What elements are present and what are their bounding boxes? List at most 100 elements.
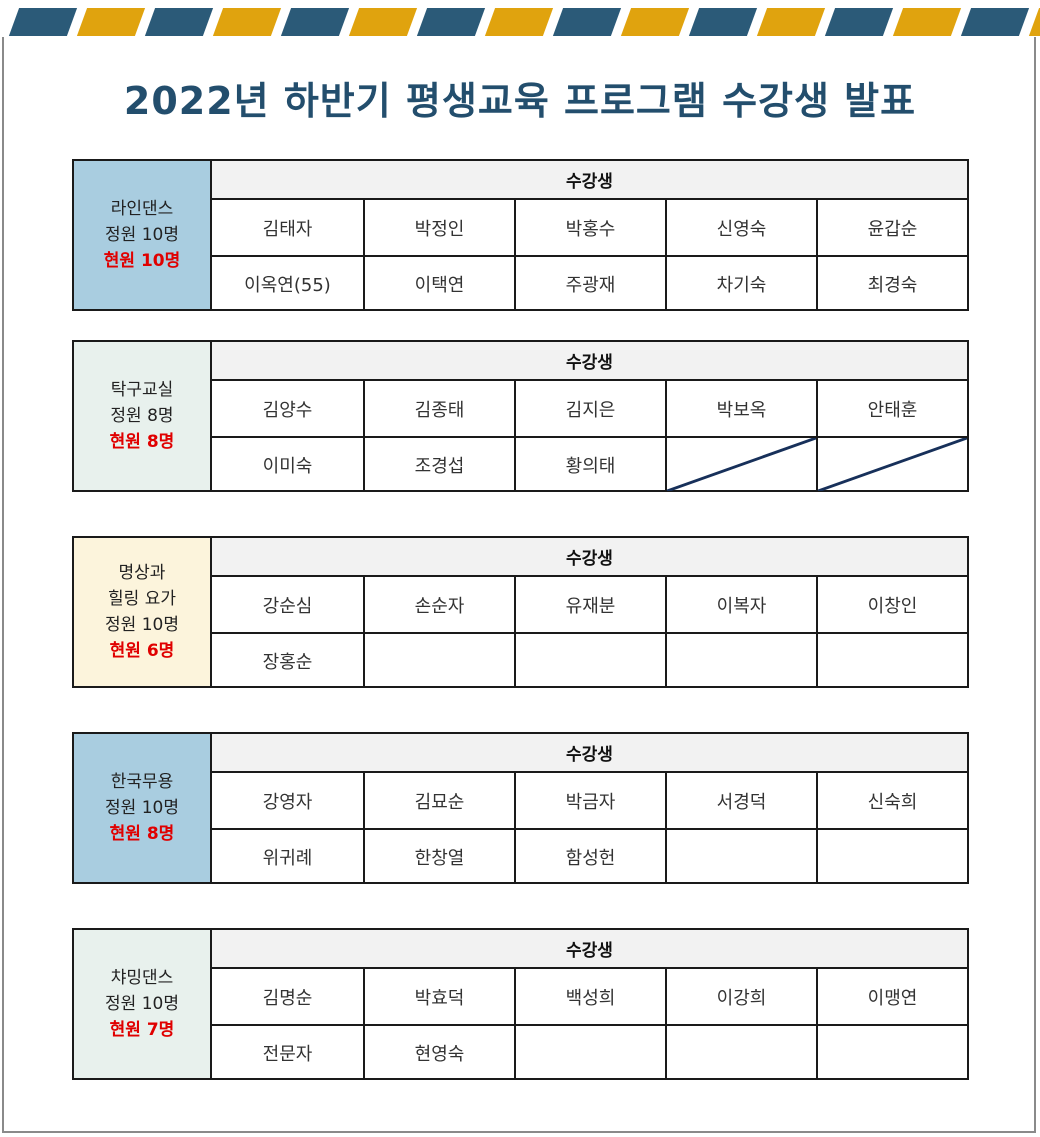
student-name-cell: 서경덕 [665,773,816,828]
program-capacity: 정원 10명 [105,225,179,245]
student-name-cell: 김태자 [262,218,313,240]
stripe-segment [960,8,1030,36]
student-name-cell: 안태훈 [816,381,967,436]
empty-cell [665,632,816,687]
student-name-cell: 강순심 [262,595,313,617]
student-name-cell: 이택연 [363,255,514,310]
empty-cell [514,632,665,687]
diagonal-slash-mark [818,438,967,491]
stripe-segment [756,8,826,36]
student-name-cell: 이미숙 [212,436,363,491]
student-name-cell: 박정인 [363,200,514,255]
empty-cell [514,1024,665,1079]
stripe-segment [892,8,962,36]
student-name-cell: 장홍순 [212,632,363,687]
program-capacity: 정원 10명 [105,994,179,1014]
decorative-stripe-banner [0,0,1040,37]
student-name-cell: 함성헌 [514,828,665,883]
students-header: 수강생 [212,734,967,773]
student-name-cell: 위귀례 [212,828,363,883]
program-current-count: 현원 8명 [109,824,175,844]
program-capacity: 정원 10명 [105,798,179,818]
student-name-cell: 김양수 [262,399,313,421]
student-name-cell: 차기숙 [665,255,816,310]
student-name-cell: 강영자 [262,791,313,813]
empty-cell [665,1024,816,1079]
stripe-segment [620,8,690,36]
empty-cell [816,632,967,687]
student-name-cell: 신숙희 [816,773,967,828]
students-header: 수강생 [212,930,967,969]
program-current-count: 현원 8명 [109,432,175,452]
student-name-cell: 이맹연 [816,969,967,1024]
stripe-segment [416,8,486,36]
student-name-cell: 주광재 [514,255,665,310]
empty-cell [816,436,967,491]
students-header: 수강생 [212,538,967,577]
stripe-segment [688,8,758,36]
student-name-cell: 윤갑순 [816,200,967,255]
program-block: 챠밍댄스 정원 10명 현원 7명 수강생 김명순 박효덕 백성희 이강희 이맹연 전문자 현영숙 [72,928,969,1080]
stripe-segment [552,8,622,36]
stripe-segment [212,8,282,36]
page-title: 2022년 하반기 평생교육 프로그램 수강생 발표 [123,79,917,123]
program-name: 탁구교실 [110,380,174,400]
student-name-cell: 최경숙 [816,255,967,310]
empty-cell [665,436,816,491]
student-name-cell: 박보옥 [665,381,816,436]
student-name-cell: 박금자 [514,773,665,828]
student-name-cell: 김명순 [262,987,313,1009]
stripe-segment [280,8,350,36]
program-capacity: 정원 8명 [110,406,174,426]
student-name-cell: 유재분 [514,577,665,632]
student-name-cell: 한창열 [363,828,514,883]
program-info: 챠밍댄스 정원 10명 현원 7명 [74,930,212,1078]
stripe-segment [76,8,146,36]
program-block: 라인댄스 정원 10명 현원 10명 수강생 김태자 박정인 박홍수 신영숙 윤갑순 이옥연(55… [72,159,969,311]
program-capacity: 정원 10명 [105,615,179,635]
program-name: 명상과 [118,563,166,583]
student-name-cell: 이강희 [665,969,816,1024]
program-current-count: 현원 6명 [109,641,175,661]
student-name-cell: 이옥연(55) [212,255,363,310]
student-name-cell: 김묘순 [363,773,514,828]
stripe-segment [824,8,894,36]
diagonal-slash-mark [667,438,816,491]
program-name: 힐링 요가 [108,589,176,609]
stripe-segment [144,8,214,36]
student-name-cell: 손순자 [363,577,514,632]
stripe-segment [1028,8,1040,36]
student-name-cell: 김종태 [363,381,514,436]
empty-cell [363,632,514,687]
empty-cell [816,1024,967,1079]
students-header: 수강생 [212,161,967,200]
student-name-cell: 김지은 [514,381,665,436]
empty-cell [665,828,816,883]
student-name-cell: 이창인 [816,577,967,632]
student-name-cell: 전문자 [212,1024,363,1079]
student-name-cell: 현영숙 [363,1024,514,1079]
student-name-cell: 박홍수 [514,200,665,255]
stripe-segment [348,8,418,36]
program-name: 챠밍댄스 [110,968,174,988]
stripe-segment [8,8,78,36]
student-name-cell: 백성희 [514,969,665,1024]
students-header: 수강생 [212,342,967,381]
program-current-count: 현원 10명 [103,251,181,271]
student-name-cell: 조경섭 [363,436,514,491]
program-block: 탁구교실 정원 8명 현원 8명 수강생 김양수 김종태 김지은 박보옥 안태훈 이미숙 조경섭 황의… [72,340,969,492]
student-name-cell: 신영숙 [665,200,816,255]
student-name-cell: 황의태 [514,436,665,491]
stripe-segment [484,8,554,36]
program-name: 라인댄스 [110,199,174,219]
program-name: 한국무용 [110,772,174,792]
student-name-cell: 박효덕 [363,969,514,1024]
